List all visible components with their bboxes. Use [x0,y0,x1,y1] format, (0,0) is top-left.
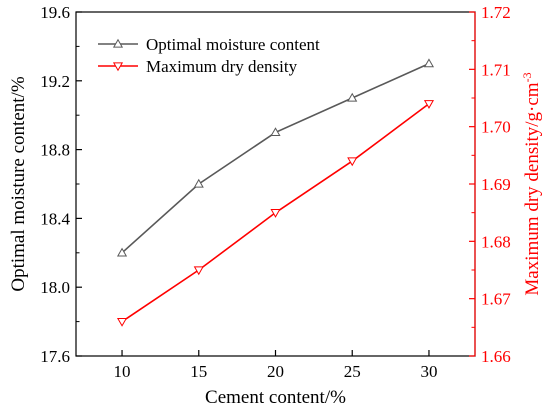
moisture-legend-marker [112,38,124,48]
moisture-data-point [423,58,435,68]
left-y-tick-label: 18.4 [40,209,70,228]
right-y-tick-label: 1.72 [481,3,511,22]
x-axis-label: Cement content/% [205,387,346,408]
right-y-tick-label: 1.70 [481,118,511,137]
density-data-point [193,266,204,276]
left-y-tick-label: 19.2 [40,72,70,91]
left-y-tick-label: 17.6 [40,347,70,366]
x-tick-label: 25 [344,362,361,381]
right-y-tick-label: 1.71 [481,60,511,79]
density-data-point [116,317,128,327]
right-y-tick-label: 1.67 [481,290,511,309]
right-y-axis-label: Maximum dry density/g·cm-3 [520,72,543,295]
moisture-legend-label: Optimal moisture content [146,35,320,54]
right-y-axis-label-unit: cm [522,82,543,105]
moisture-data-point [193,178,204,188]
right-y-tick-label: 1.68 [481,232,511,251]
density-data-point [270,209,281,218]
right-y-axis-label-superscript: -3 [520,72,534,82]
x-tick-label: 30 [420,362,437,381]
moisture-data-point [347,92,358,102]
right-y-axis-label-separator: · [522,106,543,112]
moisture-data-point [116,247,128,257]
legend: Optimal moisture content Maximum dry dens… [98,35,320,76]
x-tick-label: 15 [190,362,207,381]
moisture-data-point [270,127,281,137]
density-legend-marker [112,62,124,72]
density-data-point [347,157,358,167]
right-y-tick-label: 1.69 [481,175,511,194]
x-tick-label: 20 [267,362,284,381]
left-y-tick-label: 19.6 [40,3,70,22]
right-y-tick-label: 1.66 [481,347,511,366]
marks-layer [116,58,435,327]
x-tick-label: 10 [114,362,131,381]
left-y-axis-label: Optimal moisture content/% [8,76,29,291]
density-legend-label: Maximum dry density [146,57,298,76]
moisture-series-line [121,62,430,254]
left-y-tick-label: 18.8 [40,141,70,160]
ticks-layer: 10 15 20 25 30 17.6 18.0 18.4 18.8 19.2 19.6 1.66 1.… [40,3,511,381]
left-y-tick-label: 18.0 [40,278,70,297]
right-y-axis-label-main: Maximum dry density/g [522,111,543,295]
density-data-point [423,100,435,109]
